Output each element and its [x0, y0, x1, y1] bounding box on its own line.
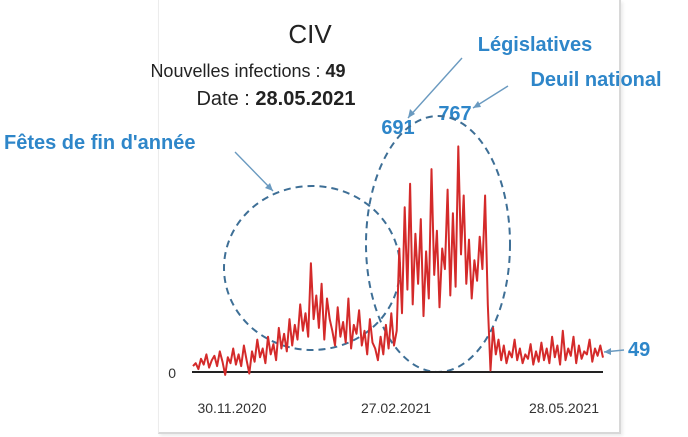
- chart-title: CIV: [288, 19, 332, 49]
- x-tick-2: 27.02.2021: [361, 400, 431, 416]
- arrow-last-value: [603, 348, 625, 355]
- x-tick-1: 30.11.2020: [197, 400, 266, 416]
- series-line-new-infections: [192, 145, 604, 376]
- annotation-holidays: Fêtes de fin d'année: [4, 132, 195, 154]
- annotation-peak-767: 767: [438, 103, 471, 125]
- annotation-last-value: 49: [628, 339, 650, 361]
- arrow-mourning: [472, 85, 509, 109]
- arrow-elections: [407, 57, 463, 119]
- new-infections-label: Nouvelles infections :: [150, 61, 325, 81]
- arrow-holidays: [234, 151, 274, 192]
- new-infections-line: Nouvelles infections : 49: [150, 61, 345, 81]
- date-line: Date : 28.05.2021: [196, 88, 355, 110]
- date-value: 28.05.2021: [255, 88, 355, 110]
- x-tick-3: 28.05.2021: [529, 400, 599, 416]
- new-infections-value: 49: [326, 61, 346, 81]
- date-label: Date :: [196, 88, 255, 110]
- annotation-peak-691: 691: [381, 117, 414, 139]
- chart-frame: [158, 0, 621, 434]
- annotation-elections: Législatives: [478, 34, 593, 56]
- annotation-mourning: Deuil national: [530, 69, 661, 91]
- y-tick-0: 0: [168, 365, 176, 381]
